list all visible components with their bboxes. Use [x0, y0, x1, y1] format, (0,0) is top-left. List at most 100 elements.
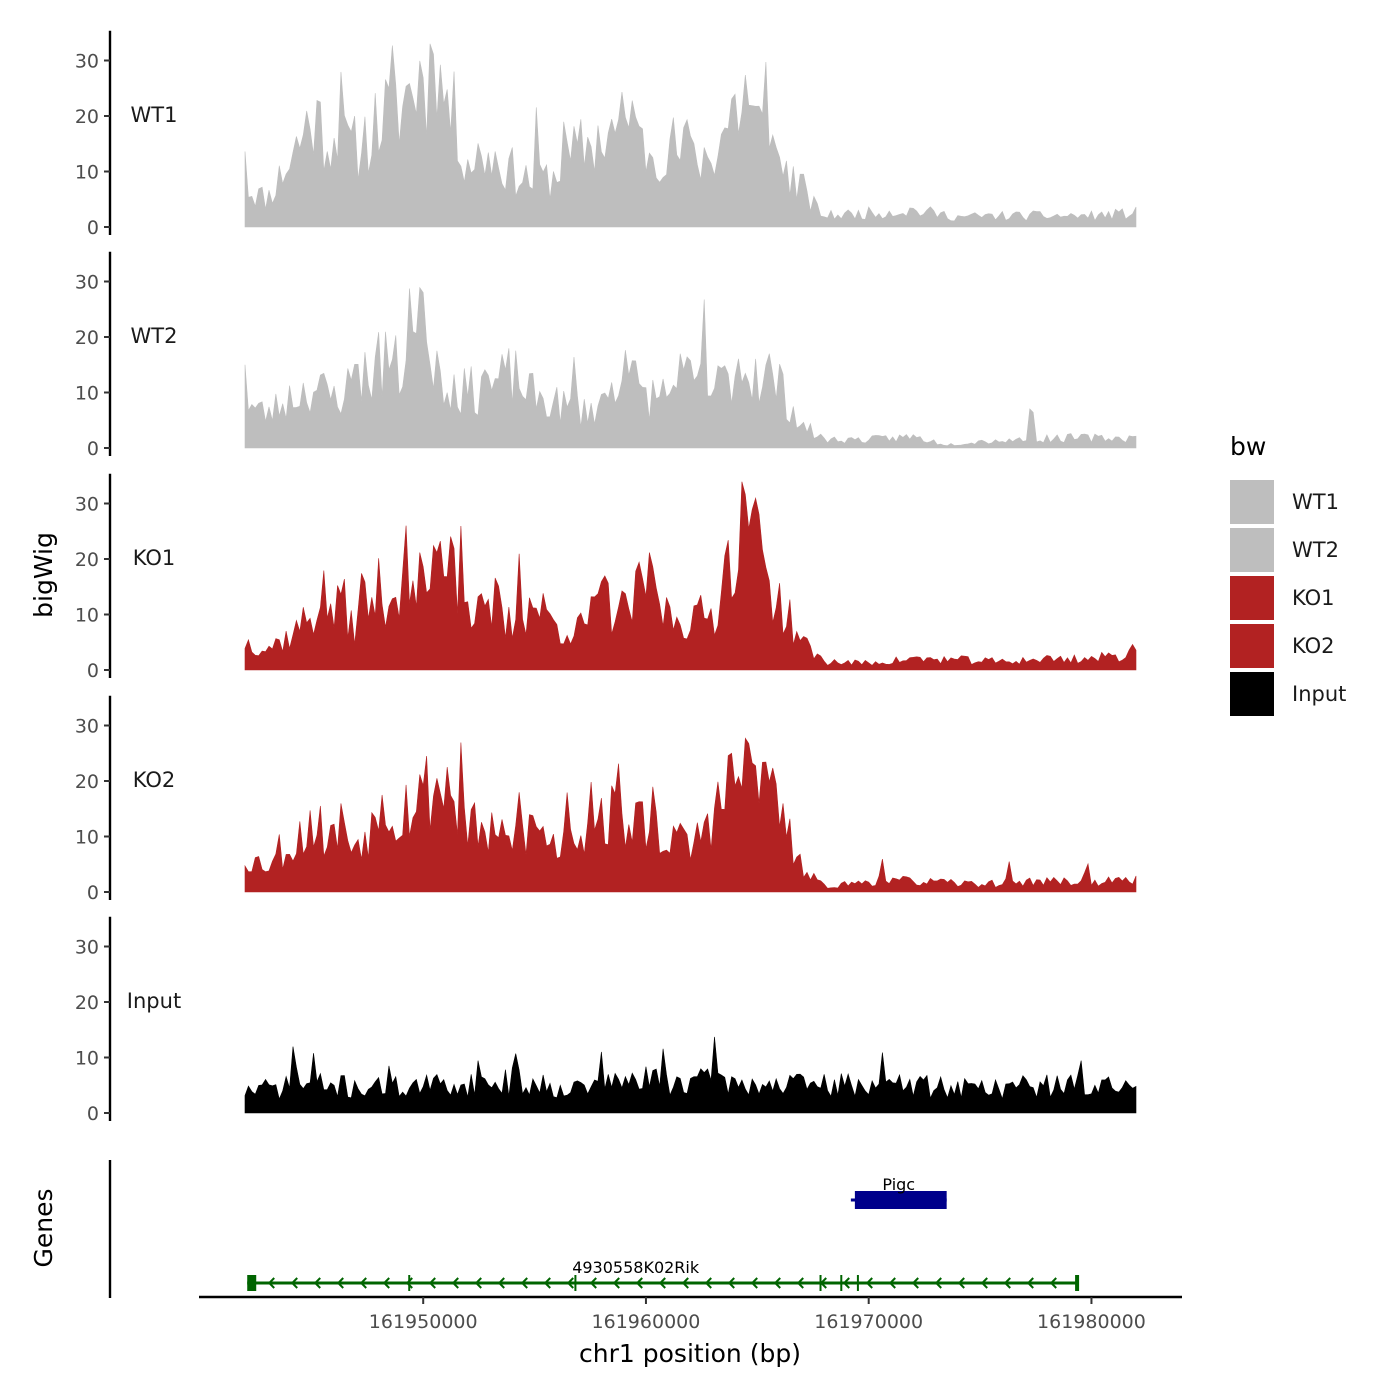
y-tick-label: 30 [75, 494, 99, 516]
gene-pigc: Pigc [850, 1175, 947, 1209]
y-tick-label: 20 [75, 771, 99, 793]
legend-key-ko2 [1230, 624, 1274, 668]
strand-arrow [428, 1277, 436, 1289]
strand-arrow [405, 1277, 413, 1289]
legend-label-ko2: KO2 [1292, 634, 1335, 658]
strand-arrow [336, 1277, 344, 1289]
gene-exon-block [854, 1191, 947, 1209]
y-tick-label: 0 [87, 438, 99, 460]
legend-item-ko2: KO2 [1228, 622, 1388, 670]
strand-arrow [589, 1277, 597, 1289]
strand-arrow [359, 1277, 367, 1289]
track-panel-wt2: 0 10 20 30 WT2 [75, 251, 1137, 460]
coverage-area-ko2 [244, 737, 1137, 893]
strand-arrow [658, 1277, 666, 1289]
track-panel-input: 0 10 20 30 Input [75, 916, 1137, 1125]
legend-item-input: Input [1228, 670, 1388, 718]
track-panel-ko1: 0 10 20 30 KO1 [75, 473, 1137, 682]
track-label-wt2: WT2 [131, 324, 178, 348]
legend: bw WT1 WT2 KO1 KO2 Input [1228, 430, 1388, 718]
y-tick-label: 10 [75, 162, 99, 184]
y-tick-label: 30 [75, 937, 99, 959]
strand-arrow [313, 1277, 321, 1289]
legend-key-ko1 [1230, 576, 1274, 620]
strand-arrow [842, 1277, 850, 1289]
legend-label-input: Input [1292, 682, 1347, 706]
legend-key-wt1 [1230, 480, 1274, 524]
y-tick-label: 0 [87, 1103, 99, 1125]
strand-arrow [612, 1277, 620, 1289]
gene-label-4930558k02rik: 4930558K02Rik [572, 1258, 700, 1277]
strand-arrow [957, 1277, 965, 1289]
legend-label-wt1: WT1 [1292, 490, 1339, 514]
strand-arrow [290, 1277, 298, 1289]
x-tick-label: 161970000 [814, 1311, 923, 1333]
track-label-input: Input [127, 989, 181, 1013]
x-tick-label: 161950000 [369, 1311, 478, 1333]
y-tick-label: 10 [75, 605, 99, 627]
strand-arrow [1003, 1277, 1011, 1289]
coverage-area-wt1 [244, 43, 1137, 228]
strand-arrow [727, 1277, 735, 1289]
strand-arrow [497, 1277, 505, 1289]
strand-arrow [865, 1277, 873, 1289]
x-tick-label: 161960000 [592, 1311, 701, 1333]
strand-arrow [566, 1277, 574, 1289]
strand-arrow [888, 1277, 896, 1289]
y-tick-label: 30 [75, 716, 99, 738]
y-tick-label: 10 [75, 1048, 99, 1070]
strand-arrow [980, 1277, 988, 1289]
strand-arrow [911, 1277, 919, 1289]
gene-exon-block [1075, 1275, 1080, 1291]
legend-title: bw [1230, 432, 1267, 461]
strand-arrow [451, 1277, 459, 1289]
y-tick-label: 10 [75, 827, 99, 849]
strand-arrow [520, 1277, 528, 1289]
track-panel-wt1: 0 10 20 30 WT1 [75, 30, 1137, 239]
track-label-ko1: KO1 [133, 546, 176, 570]
gene-exon-block [247, 1275, 257, 1291]
coverage-area-input [244, 1036, 1137, 1114]
y-tick-label: 20 [75, 106, 99, 128]
strand-arrow [773, 1277, 781, 1289]
y-tick-label: 0 [87, 217, 99, 239]
y-tick-label: 0 [87, 660, 99, 682]
legend-item-ko1: KO1 [1228, 574, 1388, 622]
strand-arrow [635, 1277, 643, 1289]
strand-arrow [1049, 1277, 1057, 1289]
strand-arrow [681, 1277, 689, 1289]
strand-arrow [474, 1277, 482, 1289]
strand-arrow [750, 1277, 758, 1289]
strand-arrow [382, 1277, 390, 1289]
strand-arrow [796, 1277, 804, 1289]
y-tick-label: 0 [87, 882, 99, 904]
strand-arrow [704, 1277, 712, 1289]
y-tick-label: 20 [75, 992, 99, 1014]
legend-item-wt2: WT2 [1228, 526, 1388, 574]
legend-label-ko1: KO1 [1292, 586, 1335, 610]
strand-arrow [1026, 1277, 1034, 1289]
strand-arrow [267, 1277, 275, 1289]
legend-item-wt1: WT1 [1228, 478, 1388, 526]
track-panels: 0 10 20 30 WT1 0 10 20 30 WT2 0 10 20 30 KO1 0 10 20 30 KO2… [75, 30, 1137, 1125]
y-tick-label: 20 [75, 327, 99, 349]
strand-arrow [543, 1277, 551, 1289]
track-label-ko2: KO2 [133, 768, 176, 792]
gene-track: Pigc 4930558K02Rik [108, 1160, 1080, 1298]
legend-key-input [1230, 672, 1274, 716]
gene-4930558k02rik: 4930558K02Rik [247, 1258, 1080, 1291]
coverage-area-ko1 [244, 481, 1137, 671]
coverage-area-wt2 [244, 286, 1137, 449]
x-axis-title: chr1 position (bp) [579, 1339, 801, 1368]
strand-arrow [819, 1277, 827, 1289]
y-tick-label: 10 [75, 383, 99, 405]
gene-label-pigc: Pigc [882, 1175, 915, 1194]
track-label-wt1: WT1 [131, 103, 178, 127]
y-tick-label: 20 [75, 549, 99, 571]
track-panel-ko2: 0 10 20 30 KO2 [75, 695, 1137, 904]
legend-label-wt2: WT2 [1292, 538, 1339, 562]
y-axis-title: bigWig [29, 532, 58, 618]
x-tick-label: 161980000 [1037, 1311, 1146, 1333]
